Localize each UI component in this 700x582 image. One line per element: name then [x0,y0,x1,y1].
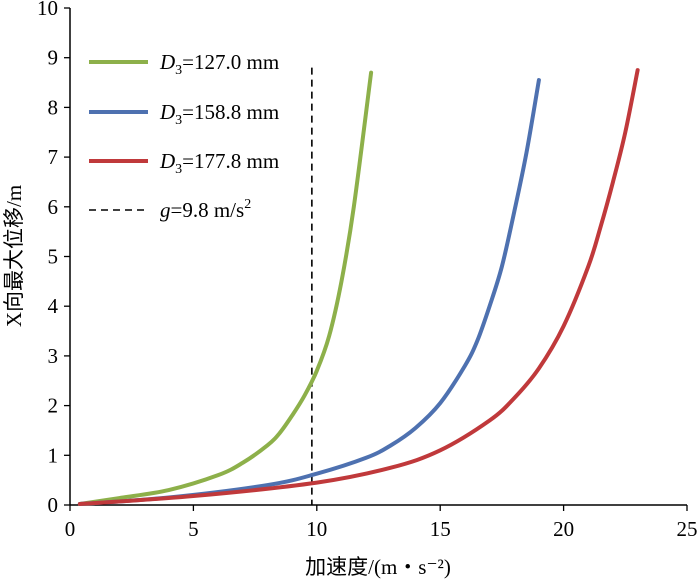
y-tick-label: 6 [48,195,59,219]
y-tick-label: 7 [48,145,59,169]
x-tick-label: 0 [65,517,76,541]
legend-label-3: D3=177.8 mm [159,149,279,177]
x-tick-label: 20 [553,517,574,541]
legend-label-subscript: 3 [175,113,182,128]
x-tick-label: 5 [188,517,199,541]
legend-label-subscript: 3 [175,162,182,177]
legend-label-symbol: D [159,149,175,173]
x-tick-label: 10 [306,517,327,541]
y-tick-label: 9 [48,46,59,70]
x-axis-title: 加速度/(m・s⁻²) [305,555,451,579]
legend-label-symbol: D [159,100,175,124]
legend-label-symbol: D [159,50,175,74]
y-tick-label: 1 [48,443,59,467]
legend-label-superscript: 2 [244,197,251,212]
series-line-1 [77,70,374,507]
y-tick-label: 2 [48,394,59,418]
axis-titles: 加速度/(m・s⁻²) X向最大位移/m [2,185,451,579]
legend-label-symbol: g [160,198,171,222]
legend-label-value: =127.0 mm [182,50,279,74]
y-tick-label: 3 [48,344,59,368]
x-axis-ticks: 0 5 10 15 20 25 [65,505,698,541]
x-tick-label: 25 [677,517,698,541]
y-tick-label: 10 [37,0,58,20]
plot-frame [69,8,687,506]
y-tick-label: 5 [48,245,59,269]
legend-label-subscript: 3 [175,63,182,78]
legend-label-value: =158.8 mm [182,100,279,124]
legend-label-value: =9.8 m/s [171,198,245,222]
y-axis-title: X向最大位移/m [2,185,26,327]
series-line-3 [77,68,640,507]
y-tick-label: 4 [48,294,59,318]
legend-label-reference: g=9.8 m/s2 [160,197,251,222]
legend-label-1: D3=127.0 mm [159,50,279,78]
y-tick-label: 8 [48,95,59,119]
series-layer [77,68,640,507]
series-line-2 [77,78,541,507]
legend-label-2: D3=158.8 mm [159,100,279,128]
y-axis-ticks: 0 1 2 3 4 5 6 7 8 9 10 [37,0,70,517]
y-tick-label: 0 [48,493,59,517]
legend-label-value: =177.8 mm [182,149,279,173]
x-tick-label: 15 [430,517,451,541]
